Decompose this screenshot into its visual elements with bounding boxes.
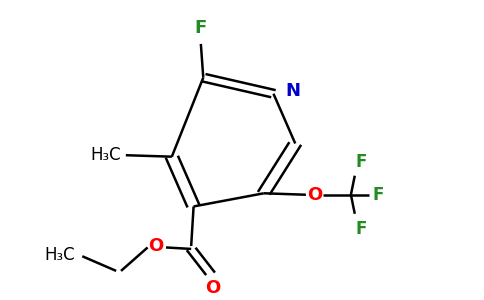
Text: H₃C: H₃C bbox=[45, 246, 75, 264]
Text: N: N bbox=[286, 82, 301, 100]
Text: H₃C: H₃C bbox=[91, 146, 121, 164]
Text: F: F bbox=[356, 220, 367, 238]
Text: O: O bbox=[205, 279, 221, 297]
Text: F: F bbox=[356, 153, 367, 171]
Text: F: F bbox=[195, 19, 207, 37]
Text: F: F bbox=[373, 186, 384, 204]
Text: O: O bbox=[307, 186, 323, 204]
Text: O: O bbox=[148, 237, 163, 255]
